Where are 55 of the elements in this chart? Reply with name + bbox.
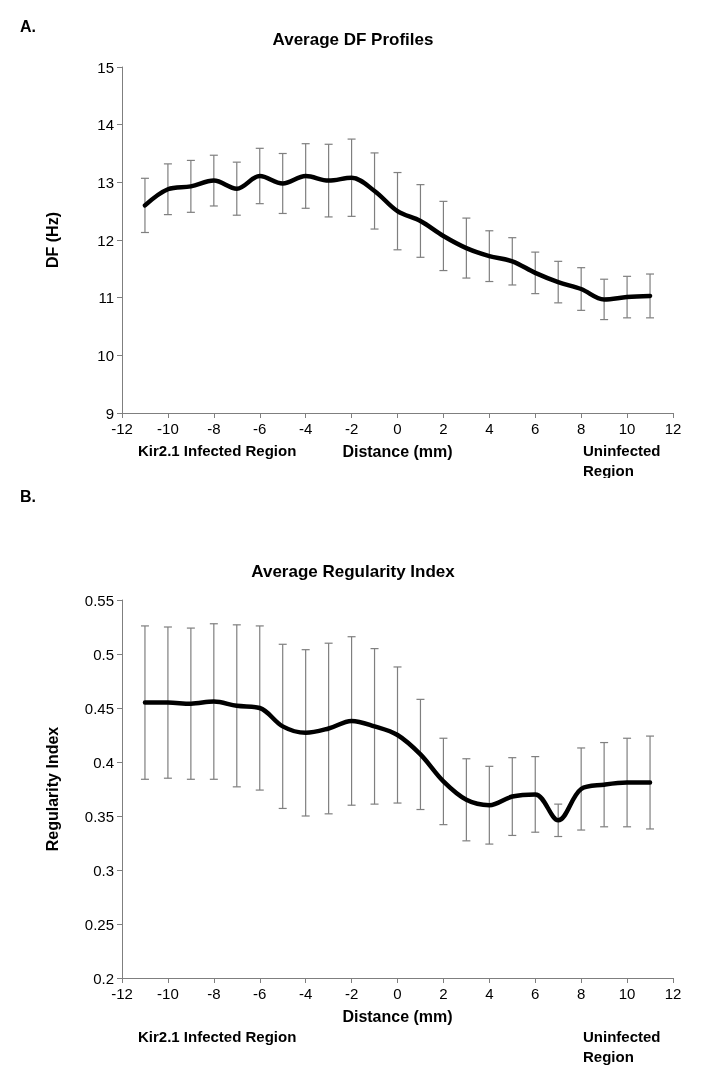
text: Kir2.1 Infected Region — [138, 441, 297, 459]
y-tick-label: 11 — [98, 289, 114, 307]
y-tick-label: 14 — [97, 116, 114, 134]
x-tick-label: -6 — [253, 420, 267, 437]
y-tick-label: 0.35 — [84, 807, 114, 825]
x-tick-label: -12 — [111, 985, 133, 1002]
x-tick-label: 4 — [485, 985, 494, 1002]
y-tick-label: 10 — [97, 346, 114, 364]
x-tick-label: -2 — [344, 420, 359, 437]
y-tick-label: 0.25 — [84, 915, 114, 933]
y-tick-label: 0.5 — [93, 645, 114, 663]
y-tick-label: 0.2 — [93, 969, 114, 987]
x-tick-label: 4 — [485, 420, 494, 437]
chart-title: Average DF Profiles — [272, 30, 434, 49]
y-tick-label: 15 — [97, 58, 114, 76]
x-axis-title: Distance (mm) — [342, 442, 453, 460]
text: Uninfected Region — [583, 1027, 665, 1065]
y-tick-label: 0.4 — [93, 753, 114, 771]
x-tick-label: -12 — [111, 420, 133, 437]
x-tick-label: -10 — [157, 420, 179, 437]
text: B. — [20, 487, 36, 505]
y-axis-title: DF (Hz) — [43, 212, 61, 268]
y-tick-label: 0.45 — [84, 699, 114, 717]
x-tick-label: -10 — [157, 985, 179, 1002]
line-series — [142, 699, 653, 823]
y-tick-label: 0.55 — [84, 591, 114, 609]
x-tick-label: 12 — [664, 420, 682, 437]
x-tick-label: 10 — [618, 985, 636, 1002]
text: Uninfected Region — [583, 441, 665, 479]
line-series — [142, 173, 653, 302]
x-tick-label: 6 — [531, 985, 540, 1002]
x-axis-title: Distance (mm) — [342, 1007, 453, 1025]
x-tick-label: -6 — [253, 985, 267, 1002]
x-tick-label: 12 — [664, 985, 682, 1002]
x-tick-label: 2 — [439, 985, 448, 1002]
x-tick-label: -8 — [207, 985, 221, 1002]
x-tick-label: -8 — [207, 420, 221, 437]
text: Kir2.1 Infected Region — [138, 1027, 297, 1045]
x-tick-label: -4 — [298, 420, 313, 437]
y-tick-label: 13 — [97, 173, 114, 191]
x-tick-label: 0 — [393, 985, 402, 1002]
x-tick-label: 2 — [439, 420, 448, 437]
x-tick-label: -2 — [344, 985, 359, 1002]
x-tick-label: 0 — [393, 420, 402, 437]
y-axis-title: Regularity Index — [43, 726, 61, 852]
y-tick-label: 12 — [97, 231, 114, 249]
chart-title: Average Regularity Index — [251, 562, 456, 581]
y-tick-label: 0.3 — [93, 861, 114, 879]
x-tick-label: -4 — [298, 985, 313, 1002]
x-tick-label: 6 — [531, 420, 540, 437]
x-tick-label: 10 — [618, 420, 636, 437]
text: A. — [20, 17, 36, 35]
x-tick-label: 8 — [576, 985, 586, 1002]
x-tick-label: 8 — [576, 420, 586, 437]
y-tick-label: 9 — [105, 404, 114, 422]
